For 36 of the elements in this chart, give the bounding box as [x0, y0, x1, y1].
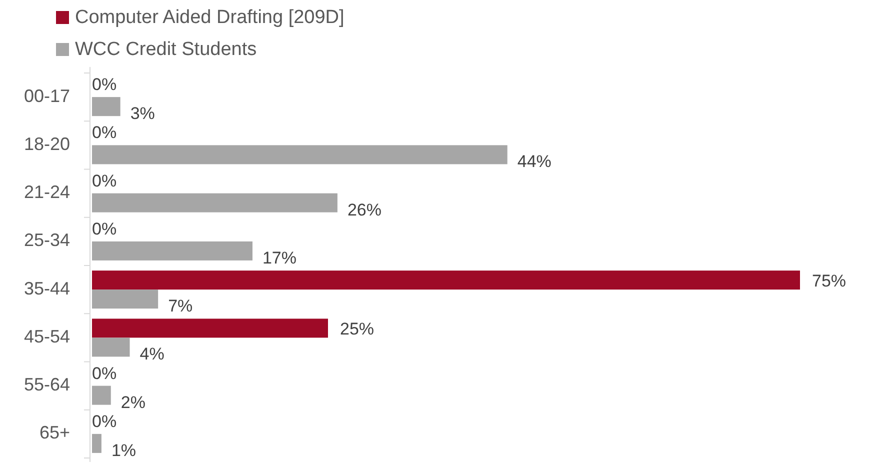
data-label: 26%: [347, 200, 382, 220]
bar: [92, 290, 158, 309]
data-label: 7%: [168, 296, 193, 316]
data-label: 25%: [340, 320, 374, 339]
y-tick-label: 25-34: [24, 230, 70, 250]
bar: [92, 318, 328, 338]
bar: [92, 193, 338, 212]
data-label: 0%: [92, 364, 117, 383]
bar: [92, 338, 130, 357]
data-label: 0%: [92, 75, 117, 94]
bar: [92, 241, 252, 260]
legend-label: Computer Aided Drafting [209D]: [75, 7, 344, 28]
y-tick-label: 65+: [39, 422, 70, 443]
data-label: 44%: [517, 152, 552, 172]
data-label: 0%: [92, 412, 117, 431]
y-tick-label: 45-54: [24, 326, 70, 346]
y-tick-label: 21-24: [24, 182, 70, 202]
y-tick-label: 00-17: [24, 86, 70, 106]
y-tick-label: 35-44: [24, 278, 70, 298]
data-label: 0%: [92, 123, 117, 142]
bar: [92, 386, 111, 405]
data-label: 2%: [120, 392, 146, 412]
data-label: 4%: [140, 344, 164, 364]
data-label: 3%: [130, 104, 155, 124]
data-label: 1%: [111, 440, 136, 460]
y-tick-label: 18-20: [24, 134, 70, 154]
y-tick-label: 55-64: [24, 374, 70, 395]
data-label: 17%: [262, 248, 297, 268]
bar: [92, 270, 800, 290]
bar: [92, 145, 508, 164]
data-label: 0%: [92, 219, 117, 238]
legend-label: WCC Credit Students: [75, 39, 257, 60]
bar: [92, 434, 102, 453]
data-label: 75%: [812, 272, 846, 291]
bar: [92, 97, 120, 116]
data-label: 0%: [92, 171, 117, 190]
